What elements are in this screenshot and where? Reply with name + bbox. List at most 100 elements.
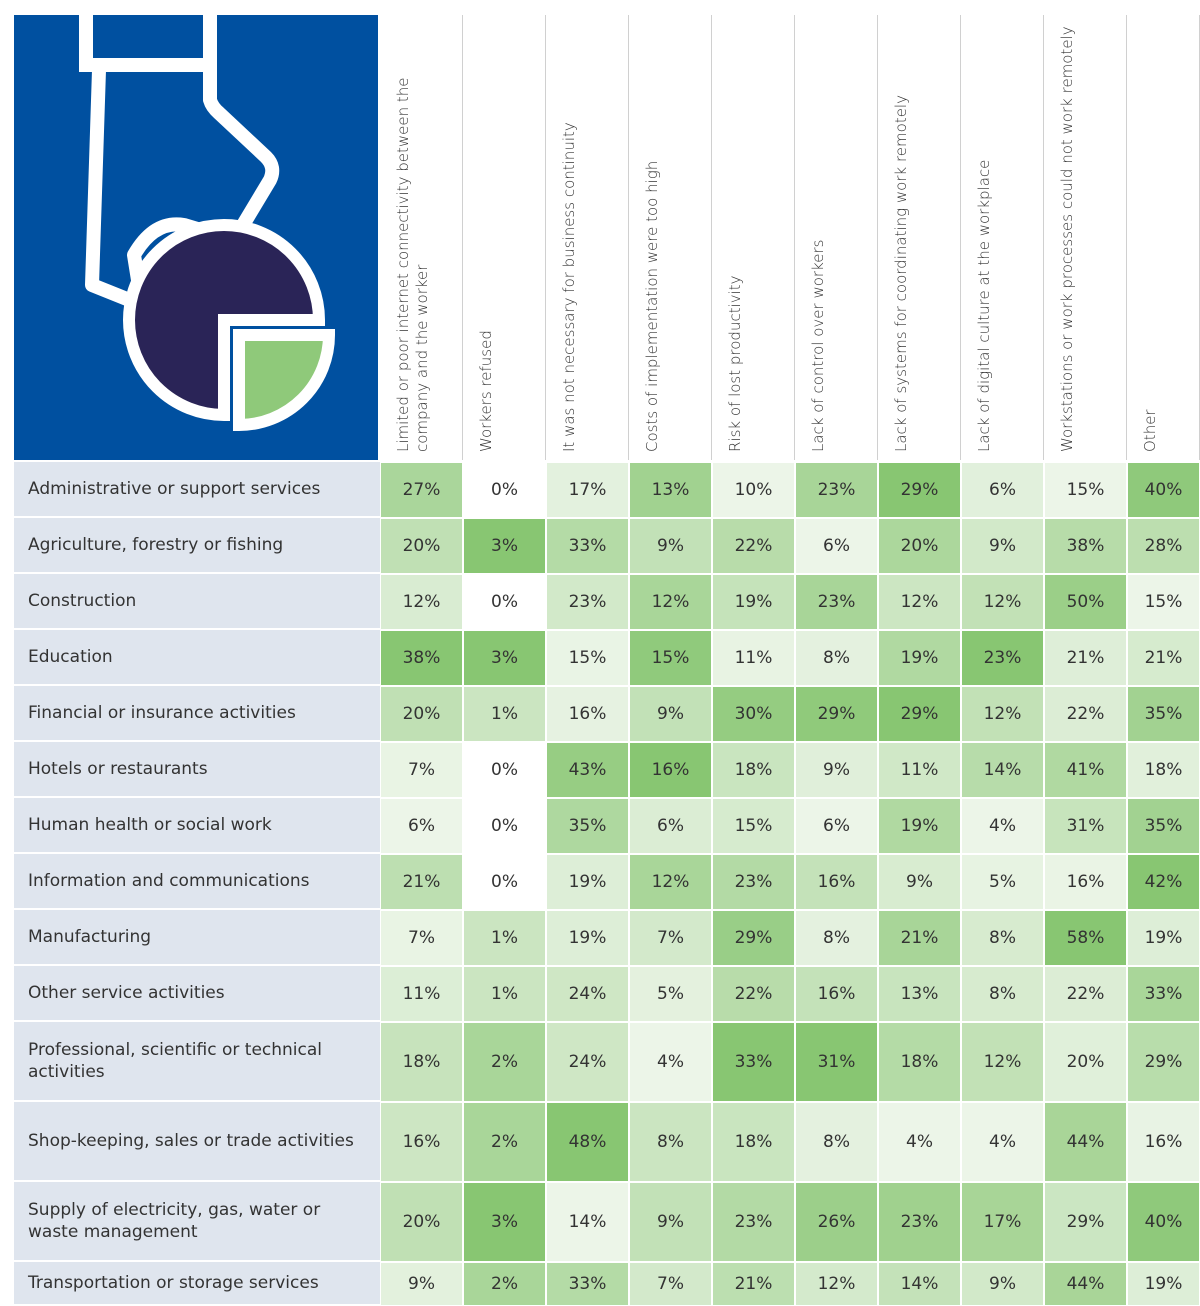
cell: 2% bbox=[463, 1262, 546, 1306]
cell: 6% bbox=[380, 798, 463, 854]
cell: 4% bbox=[961, 1102, 1044, 1182]
cell: 14% bbox=[546, 1182, 629, 1262]
row-label: Information and communications bbox=[14, 854, 380, 910]
cell: 2% bbox=[463, 1022, 546, 1102]
cell: 3% bbox=[463, 518, 546, 574]
column-divider bbox=[1043, 15, 1044, 460]
cell: 2% bbox=[463, 1102, 546, 1182]
cell: 8% bbox=[795, 910, 878, 966]
column-header: Lack of digital culture at the workplace bbox=[975, 159, 993, 452]
cell: 33% bbox=[712, 1022, 795, 1102]
cell: 40% bbox=[1127, 1182, 1200, 1262]
cell: 9% bbox=[878, 854, 961, 910]
cell: 13% bbox=[629, 462, 712, 518]
cell: 0% bbox=[463, 574, 546, 630]
cell: 8% bbox=[629, 1102, 712, 1182]
cell: 20% bbox=[380, 1182, 463, 1262]
cell: 12% bbox=[629, 574, 712, 630]
cell: 19% bbox=[1127, 1262, 1200, 1306]
cell: 18% bbox=[878, 1022, 961, 1102]
cell: 12% bbox=[878, 574, 961, 630]
cell: 8% bbox=[795, 1102, 878, 1182]
cell: 21% bbox=[878, 910, 961, 966]
cell: 29% bbox=[1044, 1182, 1127, 1262]
cell: 23% bbox=[712, 854, 795, 910]
column-header: Costs of implementation were too high bbox=[643, 160, 661, 452]
cell: 9% bbox=[380, 1262, 463, 1306]
cell: 22% bbox=[712, 966, 795, 1022]
cell: 10% bbox=[712, 462, 795, 518]
column-header: Limited or poor internet connectivity be… bbox=[394, 77, 431, 452]
cell: 15% bbox=[1127, 574, 1200, 630]
cell: 6% bbox=[795, 798, 878, 854]
cell: 15% bbox=[629, 630, 712, 686]
cell: 18% bbox=[712, 742, 795, 798]
cell: 20% bbox=[878, 518, 961, 574]
cell: 35% bbox=[1127, 686, 1200, 742]
cell: 12% bbox=[961, 574, 1044, 630]
cell: 16% bbox=[795, 854, 878, 910]
column-header: Lack of control over workers bbox=[809, 239, 827, 452]
cell: 42% bbox=[1127, 854, 1200, 910]
cell: 23% bbox=[878, 1182, 961, 1262]
cell: 19% bbox=[1127, 910, 1200, 966]
cell: 33% bbox=[1127, 966, 1200, 1022]
cell: 4% bbox=[878, 1102, 961, 1182]
cell: 12% bbox=[629, 854, 712, 910]
cell: 21% bbox=[1127, 630, 1200, 686]
cell: 12% bbox=[961, 686, 1044, 742]
cell: 35% bbox=[546, 798, 629, 854]
cell: 6% bbox=[795, 518, 878, 574]
column-header: Lack of systems for coordinating work re… bbox=[892, 95, 910, 452]
cell: 21% bbox=[1044, 630, 1127, 686]
cell: 15% bbox=[1044, 462, 1127, 518]
cell: 18% bbox=[380, 1022, 463, 1102]
cell: 48% bbox=[546, 1102, 629, 1182]
cell: 9% bbox=[961, 1262, 1044, 1306]
cell: 7% bbox=[380, 910, 463, 966]
cell: 1% bbox=[463, 910, 546, 966]
cell: 24% bbox=[546, 1022, 629, 1102]
cell: 29% bbox=[712, 910, 795, 966]
cell: 9% bbox=[629, 686, 712, 742]
cell: 20% bbox=[1044, 1022, 1127, 1102]
column-header: Other bbox=[1141, 409, 1159, 452]
cell: 16% bbox=[1127, 1102, 1200, 1182]
cell: 9% bbox=[629, 518, 712, 574]
row-label: Other service activities bbox=[14, 966, 380, 1022]
cell: 15% bbox=[546, 630, 629, 686]
cell: 1% bbox=[463, 966, 546, 1022]
cell: 38% bbox=[1044, 518, 1127, 574]
column-divider bbox=[462, 15, 463, 460]
cell: 9% bbox=[629, 1182, 712, 1262]
row-label: Shop-keeping, sales or trade activities bbox=[14, 1102, 380, 1182]
cell: 40% bbox=[1127, 462, 1200, 518]
cell: 12% bbox=[380, 574, 463, 630]
cell: 35% bbox=[1127, 798, 1200, 854]
cell: 20% bbox=[380, 686, 463, 742]
cell: 3% bbox=[463, 630, 546, 686]
column-header: Risk of lost productivity bbox=[726, 275, 744, 452]
cell: 9% bbox=[795, 742, 878, 798]
cell: 19% bbox=[546, 854, 629, 910]
cell: 15% bbox=[712, 798, 795, 854]
cell: 23% bbox=[795, 574, 878, 630]
cell: 14% bbox=[961, 742, 1044, 798]
column-divider bbox=[877, 15, 878, 460]
cell: 4% bbox=[961, 798, 1044, 854]
row-label: Professional, scientific or technical ac… bbox=[14, 1022, 380, 1102]
column-header: Workstations or work processes could not… bbox=[1058, 26, 1076, 452]
cell: 17% bbox=[546, 462, 629, 518]
cell: 21% bbox=[712, 1262, 795, 1306]
cell: 12% bbox=[961, 1022, 1044, 1102]
cell: 22% bbox=[1044, 686, 1127, 742]
cell: 9% bbox=[961, 518, 1044, 574]
cell: 44% bbox=[1044, 1262, 1127, 1306]
cell: 31% bbox=[795, 1022, 878, 1102]
cell: 8% bbox=[795, 630, 878, 686]
cell: 11% bbox=[380, 966, 463, 1022]
cell: 11% bbox=[712, 630, 795, 686]
row-label: Agriculture, forestry or fishing bbox=[14, 518, 380, 574]
cell: 23% bbox=[961, 630, 1044, 686]
